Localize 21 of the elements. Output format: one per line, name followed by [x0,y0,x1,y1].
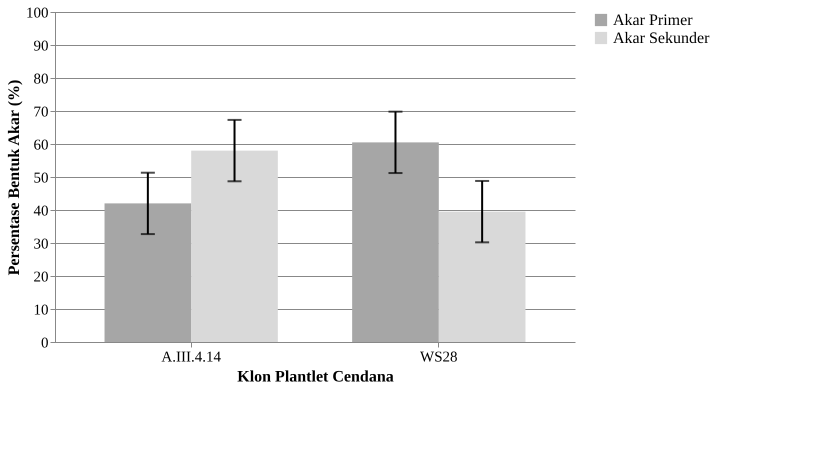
y-tick-label: 0 [41,336,48,352]
y-tick-label: 50 [34,170,48,186]
y-tick-label: 70 [34,104,48,120]
bar [191,150,278,342]
x-tick-label: WS28 [420,350,458,366]
y-tick-label: 100 [26,6,48,22]
y-tick-label: 40 [34,204,48,220]
y-tick-label: 10 [34,302,48,318]
legend-label: Akar Primer [613,12,694,29]
bar [352,142,439,342]
bar [438,212,526,342]
y-tick-label: 30 [34,236,48,252]
legend-label: Akar Sekunder [613,30,710,47]
x-tick-label: A.III.4.14 [161,350,222,366]
y-tick-label: 80 [34,72,48,88]
y-tick-label: 60 [34,138,48,154]
y-axis-title: Persentase Bentuk Akar (%) [6,80,23,276]
y-tick-label: 20 [34,270,48,286]
x-axis-title: Klon Plantlet Cendana [237,368,394,386]
y-tick-label: 90 [34,38,48,54]
bar [104,203,192,342]
